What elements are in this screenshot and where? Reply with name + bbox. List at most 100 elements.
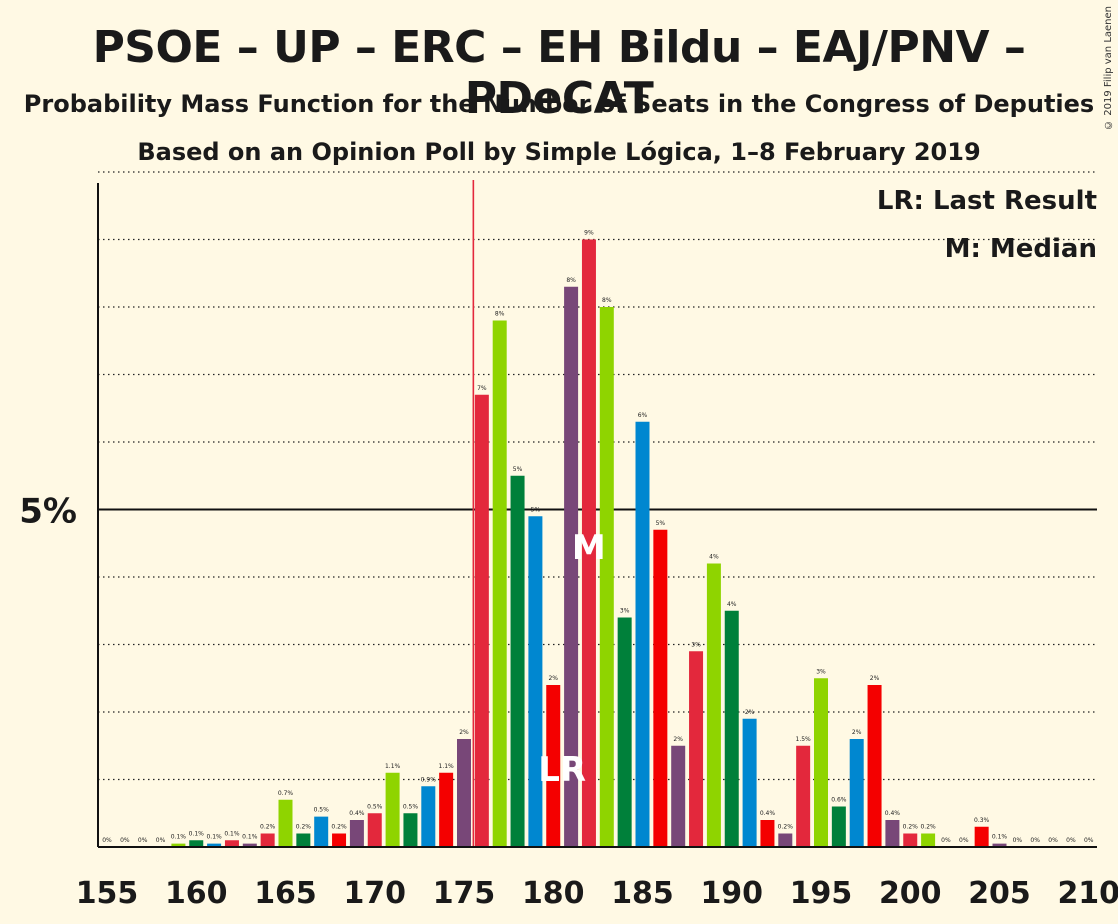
bar-label-205: 0.1%	[992, 834, 1008, 841]
x-tick-label-190: 190	[700, 876, 763, 911]
x-tick-label-155: 155	[76, 876, 139, 911]
bar-160	[189, 840, 204, 847]
bar-201	[921, 833, 936, 847]
bar-label-176: 7%	[477, 385, 487, 392]
bar-192	[760, 820, 775, 847]
bar-174	[439, 772, 454, 847]
bar-label-203: 0%	[959, 837, 969, 844]
bar-172	[403, 813, 418, 847]
bar-label-202: 0%	[941, 837, 951, 844]
bar-190	[724, 610, 739, 847]
bar-186	[653, 529, 668, 847]
legend-last-result: LR: Last Result	[877, 186, 1097, 216]
bar-label-175: 2%	[459, 729, 469, 736]
axes: 5% 155 160 165 170 175 180 185 190 195 200 205 210	[19, 180, 1118, 911]
median-marker: M	[572, 528, 606, 568]
bar-180	[546, 685, 561, 847]
x-tick-label-170: 170	[343, 876, 406, 911]
bar-labels: 0% 0% 0% 0% 0.1% 0.1% 0.1% 0.1% 0.1%0.2%0.7%0.2%…	[102, 230, 1094, 845]
legend-median: M: Median	[945, 234, 1097, 264]
bar-label-184: 3%	[620, 608, 630, 615]
bar-194	[796, 745, 811, 847]
bar-193	[778, 833, 793, 847]
bar-196	[831, 806, 846, 847]
bar-205	[992, 843, 1007, 847]
bar-label-206: 0%	[1013, 837, 1023, 844]
bar-label-210: 0%	[1084, 837, 1094, 844]
x-tick-label-185: 185	[611, 876, 674, 911]
bar-165	[278, 799, 293, 847]
bar-label-158: 0%	[156, 837, 166, 844]
bar-170	[367, 813, 382, 847]
bar-191	[742, 718, 757, 847]
bar-173	[421, 786, 436, 847]
bar-162	[224, 840, 239, 847]
bar-label-185: 6%	[638, 412, 648, 419]
bar-label-156: 0%	[120, 837, 130, 844]
bar-161	[207, 843, 222, 847]
chart-title: PSOE – UP – ERC – EH Bildu – EAJ/PNV – P…	[92, 22, 1026, 124]
x-tick-label-175: 175	[433, 876, 496, 911]
chart-subtitle: Probability Mass Function for the Number…	[23, 90, 1095, 118]
bar-164	[260, 833, 275, 847]
bar-label-191: 2%	[745, 709, 755, 716]
bar-label-208: 0%	[1048, 837, 1058, 844]
bar-195	[814, 678, 828, 847]
bar-label-179: 5%	[531, 506, 541, 513]
bar-label-199: 0.4%	[885, 810, 901, 817]
x-tick-label-195: 195	[790, 876, 853, 911]
bar-label-181: 8%	[566, 277, 576, 284]
bar-179	[528, 516, 543, 847]
bar-197	[849, 739, 864, 847]
bar-189	[706, 563, 721, 847]
bar-label-187: 2%	[673, 736, 683, 743]
bar-204	[974, 826, 989, 847]
x-tick-label-165: 165	[254, 876, 317, 911]
bar-200	[903, 833, 918, 847]
y-tick-label-major: 5%	[19, 492, 77, 532]
bar-label-168: 0.2%	[331, 824, 347, 831]
bar-label-201: 0.2%	[920, 824, 936, 831]
bar-label-200: 0.2%	[903, 824, 919, 831]
x-tick-label-210: 210	[1057, 876, 1118, 911]
bar-label-197: 2%	[852, 729, 862, 736]
bar-187	[671, 745, 686, 847]
bar-167	[314, 816, 329, 847]
bar-label-178: 5%	[513, 466, 523, 473]
bar-label-173: 0.9%	[421, 776, 437, 783]
bar-182	[581, 239, 596, 847]
grid-lines	[98, 171, 1097, 781]
bar-label-162: 0.1%	[224, 830, 240, 837]
bar-label-183: 8%	[602, 297, 612, 304]
bar-177	[492, 320, 507, 847]
bar-label-165: 0.7%	[278, 790, 294, 797]
bar-181	[564, 286, 579, 847]
bar-label-171: 1.1%	[385, 763, 401, 770]
bar-label-172: 0.5%	[403, 803, 419, 810]
bar-label-195: 3%	[816, 668, 826, 675]
bar-183	[599, 307, 614, 847]
bar-label-161: 0.1%	[206, 834, 222, 841]
bar-label-198: 2%	[870, 675, 880, 682]
bar-label-182: 9%	[584, 230, 594, 237]
bar-label-167: 0.5%	[314, 807, 330, 814]
bar-166	[296, 833, 311, 847]
bar-label-188: 3%	[691, 641, 701, 648]
bar-163	[242, 843, 257, 847]
chart-source-line: Based on an Opinion Poll by Simple Lógic…	[137, 138, 981, 166]
bar-label-169: 0.4%	[349, 810, 365, 817]
bar-199	[885, 820, 900, 847]
bar-label-207: 0%	[1030, 837, 1040, 844]
bar-185	[635, 421, 650, 847]
bar-label-189: 4%	[709, 554, 719, 561]
bar-label-170: 0.5%	[367, 803, 383, 810]
bar-171	[385, 772, 400, 847]
bar-label-190: 4%	[727, 601, 737, 608]
bar-label-192: 0.4%	[760, 810, 776, 817]
x-tick-label-160: 160	[165, 876, 228, 911]
bar-159	[171, 843, 186, 847]
legend: LR: Last Result M: Median	[877, 186, 1097, 264]
bar-label-159: 0.1%	[171, 834, 187, 841]
bar-label-193: 0.2%	[778, 824, 794, 831]
